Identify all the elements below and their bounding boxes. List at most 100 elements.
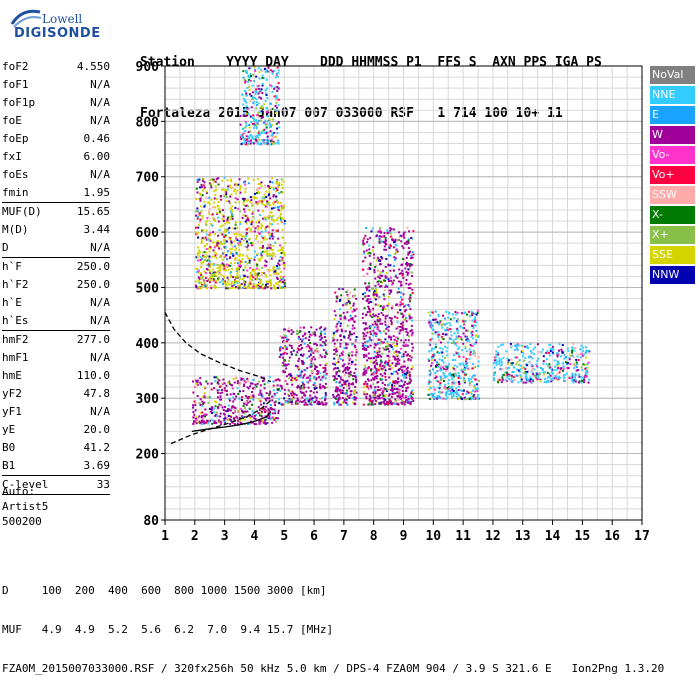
echo-point bbox=[365, 397, 368, 400]
echo-point bbox=[353, 332, 356, 335]
echo-point bbox=[290, 333, 293, 335]
echo-point bbox=[310, 397, 313, 400]
echo-point bbox=[247, 257, 250, 260]
echo-point bbox=[586, 363, 589, 366]
echo-point bbox=[249, 196, 252, 199]
echo-point bbox=[335, 325, 338, 328]
echo-point bbox=[472, 376, 475, 379]
echo-point bbox=[455, 395, 458, 398]
echo-point bbox=[269, 245, 272, 248]
echo-point bbox=[323, 355, 326, 358]
echo-point bbox=[542, 371, 545, 374]
echo-point bbox=[368, 385, 371, 388]
echo-point bbox=[523, 359, 526, 362]
echo-point bbox=[228, 221, 230, 224]
legend-entry: W bbox=[650, 126, 695, 144]
echo-point bbox=[240, 243, 243, 246]
echo-point bbox=[291, 376, 294, 379]
echo-point bbox=[229, 256, 231, 259]
echo-point bbox=[257, 190, 260, 193]
echo-point bbox=[355, 391, 358, 394]
echo-point bbox=[266, 282, 269, 285]
echo-point bbox=[406, 273, 409, 276]
echo-point bbox=[402, 272, 404, 275]
echo-point bbox=[244, 412, 246, 415]
echo-point bbox=[367, 352, 370, 355]
echo-point bbox=[434, 343, 437, 346]
echo-point bbox=[246, 141, 249, 144]
echo-point bbox=[235, 224, 238, 227]
echo-point bbox=[271, 107, 274, 110]
echo-point bbox=[240, 143, 243, 146]
param-value: 250.0 bbox=[76, 278, 110, 291]
echo-point bbox=[460, 349, 463, 352]
echo-point bbox=[389, 244, 392, 247]
echo-point bbox=[283, 351, 286, 354]
echo-point bbox=[236, 262, 239, 265]
echo-point bbox=[265, 196, 268, 198]
echo-point bbox=[208, 278, 211, 281]
echo-point bbox=[365, 227, 368, 229]
echo-point bbox=[264, 119, 267, 122]
echo-point bbox=[470, 392, 473, 395]
echo-point bbox=[244, 381, 247, 384]
echo-point bbox=[285, 364, 288, 367]
echo-point bbox=[349, 394, 351, 397]
echo-point bbox=[383, 398, 386, 401]
echo-point bbox=[224, 389, 227, 392]
echo-point bbox=[444, 329, 447, 332]
echo-point bbox=[240, 138, 243, 141]
echo-point bbox=[352, 374, 354, 377]
echo-point bbox=[282, 347, 284, 350]
echo-point bbox=[402, 353, 405, 356]
echo-point bbox=[238, 244, 241, 247]
echo-point bbox=[495, 361, 498, 364]
echo-point bbox=[403, 318, 406, 321]
echo-point bbox=[427, 394, 430, 396]
echo-point bbox=[239, 184, 241, 187]
echo-point bbox=[369, 344, 372, 347]
echo-point bbox=[282, 204, 285, 207]
echo-point bbox=[400, 384, 403, 387]
echo-point bbox=[225, 263, 228, 266]
echo-point bbox=[233, 406, 236, 409]
echo-point bbox=[544, 371, 547, 374]
echo-point bbox=[363, 372, 366, 375]
echo-point bbox=[269, 404, 272, 407]
echo-point bbox=[234, 257, 237, 260]
echo-point bbox=[456, 320, 458, 322]
echo-point bbox=[455, 350, 458, 353]
echo-point bbox=[390, 372, 393, 375]
echo-point bbox=[335, 371, 338, 374]
echo-point bbox=[403, 236, 406, 239]
echo-point bbox=[574, 380, 577, 383]
echo-point bbox=[283, 392, 286, 395]
echo-point bbox=[256, 142, 259, 145]
echo-point bbox=[214, 271, 217, 274]
echo-point bbox=[385, 239, 387, 242]
echo-point bbox=[372, 377, 374, 380]
echo-point bbox=[373, 350, 376, 353]
echo-point bbox=[292, 397, 294, 400]
x-tick-label: 16 bbox=[604, 529, 620, 544]
echo-point bbox=[385, 258, 388, 260]
echo-point bbox=[285, 352, 288, 355]
echo-point bbox=[229, 236, 232, 239]
echo-point bbox=[387, 394, 390, 397]
echo-point bbox=[531, 378, 534, 381]
echo-point bbox=[433, 396, 436, 398]
echo-point bbox=[299, 348, 302, 351]
echo-point bbox=[351, 382, 354, 385]
echo-point bbox=[245, 122, 248, 125]
echo-point bbox=[229, 215, 232, 218]
echo-point bbox=[257, 380, 260, 383]
param-row: h`F2 250.0 bbox=[2, 276, 110, 294]
echo-point bbox=[381, 374, 384, 377]
echo-point bbox=[268, 252, 271, 255]
echo-point bbox=[213, 246, 216, 249]
echo-point bbox=[222, 409, 225, 411]
echo-point bbox=[212, 241, 215, 244]
echo-point bbox=[214, 245, 217, 248]
echo-point bbox=[378, 395, 381, 398]
echo-point bbox=[257, 132, 260, 134]
